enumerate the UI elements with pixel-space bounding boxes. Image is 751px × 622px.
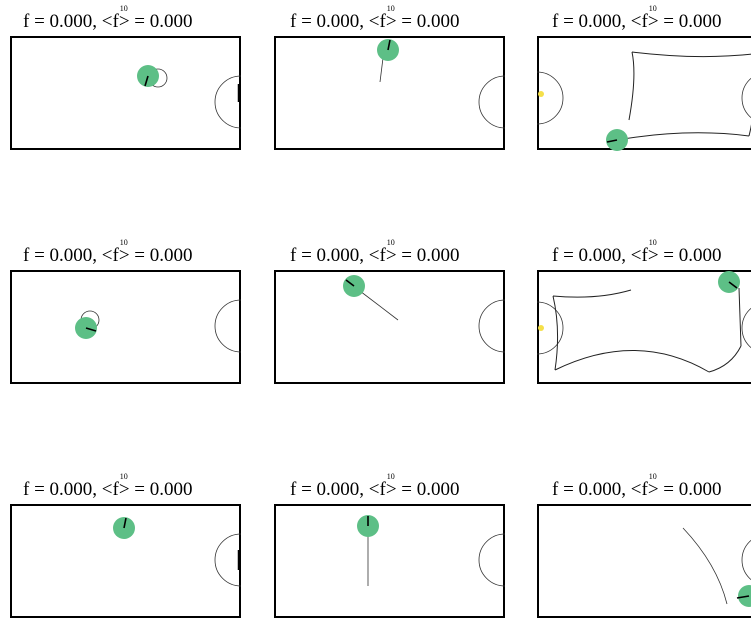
field bbox=[10, 270, 242, 384]
f-mean-label: <f 10 > = 0.000 bbox=[101, 4, 193, 32]
field-drawing bbox=[137, 65, 242, 129]
robot bbox=[343, 275, 365, 297]
field-drawing bbox=[536, 51, 751, 151]
field-drawing bbox=[536, 271, 751, 373]
f-mean-label: <f 10 > = 0.000 bbox=[368, 4, 460, 32]
right-goal-arc bbox=[214, 75, 242, 129]
right-goal-arc bbox=[214, 533, 242, 587]
trail bbox=[552, 287, 742, 373]
f-value-label: f = 0.000, bbox=[552, 11, 627, 32]
right-goal-arc bbox=[741, 307, 751, 349]
field bbox=[537, 504, 751, 618]
field bbox=[274, 504, 506, 618]
robot-heading bbox=[728, 281, 738, 289]
robot-heading bbox=[736, 595, 750, 599]
field bbox=[10, 36, 242, 150]
panel-title: f = 0.000, <f 10 > = 0.000 bbox=[552, 472, 722, 500]
f-value-label: f = 0.000, bbox=[552, 245, 627, 266]
panel-title: f = 0.000, <f 10 > = 0.000 bbox=[290, 4, 460, 32]
panel-title: f = 0.000, <f 10 > = 0.000 bbox=[23, 4, 193, 32]
right-goal-arc bbox=[478, 533, 506, 587]
f-mean-label: <f 10 > = 0.000 bbox=[101, 472, 193, 500]
left-goal-arc bbox=[536, 71, 564, 125]
ball bbox=[538, 325, 544, 331]
field bbox=[536, 270, 751, 384]
panel-title: f = 0.000, <f 10 > = 0.000 bbox=[23, 238, 193, 266]
f-mean-label: <f 10 > = 0.000 bbox=[368, 472, 460, 500]
robot-heading bbox=[606, 139, 618, 143]
f-value-label: f = 0.000, bbox=[23, 245, 98, 266]
f-value-label: f = 0.000, bbox=[552, 479, 627, 500]
field bbox=[274, 270, 506, 384]
panel-title: f = 0.000, <f 10 > = 0.000 bbox=[552, 238, 722, 266]
panel-title: f = 0.000, <f 10 > = 0.000 bbox=[290, 472, 460, 500]
right-goal-arc bbox=[741, 539, 751, 581]
field-drawing bbox=[113, 517, 242, 587]
f-mean-label: <f 10 > = 0.000 bbox=[630, 472, 722, 500]
field bbox=[10, 504, 242, 618]
robot-heading bbox=[85, 327, 97, 332]
field-drawing bbox=[75, 299, 242, 353]
right-goal-arc bbox=[478, 75, 506, 129]
f-value-label: f = 0.000, bbox=[290, 245, 365, 266]
panel-title: f = 0.000, <f 10 > = 0.000 bbox=[552, 4, 722, 32]
f-value-label: f = 0.000, bbox=[290, 11, 365, 32]
robot-heading bbox=[345, 279, 355, 287]
robot-heading bbox=[387, 39, 391, 51]
field-drawing bbox=[343, 275, 506, 353]
f-mean-label: <f 10 > = 0.000 bbox=[630, 238, 722, 266]
f-value-label: f = 0.000, bbox=[23, 479, 98, 500]
panel-title: f = 0.000, <f 10 > = 0.000 bbox=[23, 472, 193, 500]
f-mean-label: <f 10 > = 0.000 bbox=[101, 238, 193, 266]
ball bbox=[538, 91, 544, 97]
f-value-label: f = 0.000, bbox=[290, 479, 365, 500]
f-mean-label: <f 10 > = 0.000 bbox=[630, 4, 722, 32]
trail bbox=[355, 287, 399, 321]
robot-heading bbox=[144, 75, 149, 87]
right-goal-arc bbox=[741, 77, 751, 119]
trail bbox=[616, 51, 751, 141]
field bbox=[536, 36, 751, 151]
field bbox=[274, 36, 506, 150]
right-goal-arc bbox=[214, 299, 242, 353]
panel-title: f = 0.000, <f 10 > = 0.000 bbox=[290, 238, 460, 266]
trail bbox=[682, 527, 728, 605]
field-drawing bbox=[357, 515, 506, 587]
f-value-label: f = 0.000, bbox=[23, 11, 98, 32]
robot-heading bbox=[123, 517, 127, 529]
left-goal-arc bbox=[536, 301, 564, 355]
field-drawing bbox=[682, 527, 751, 607]
right-goal-arc bbox=[478, 299, 506, 353]
f-mean-label: <f 10 > = 0.000 bbox=[368, 238, 460, 266]
field-drawing bbox=[377, 39, 506, 129]
